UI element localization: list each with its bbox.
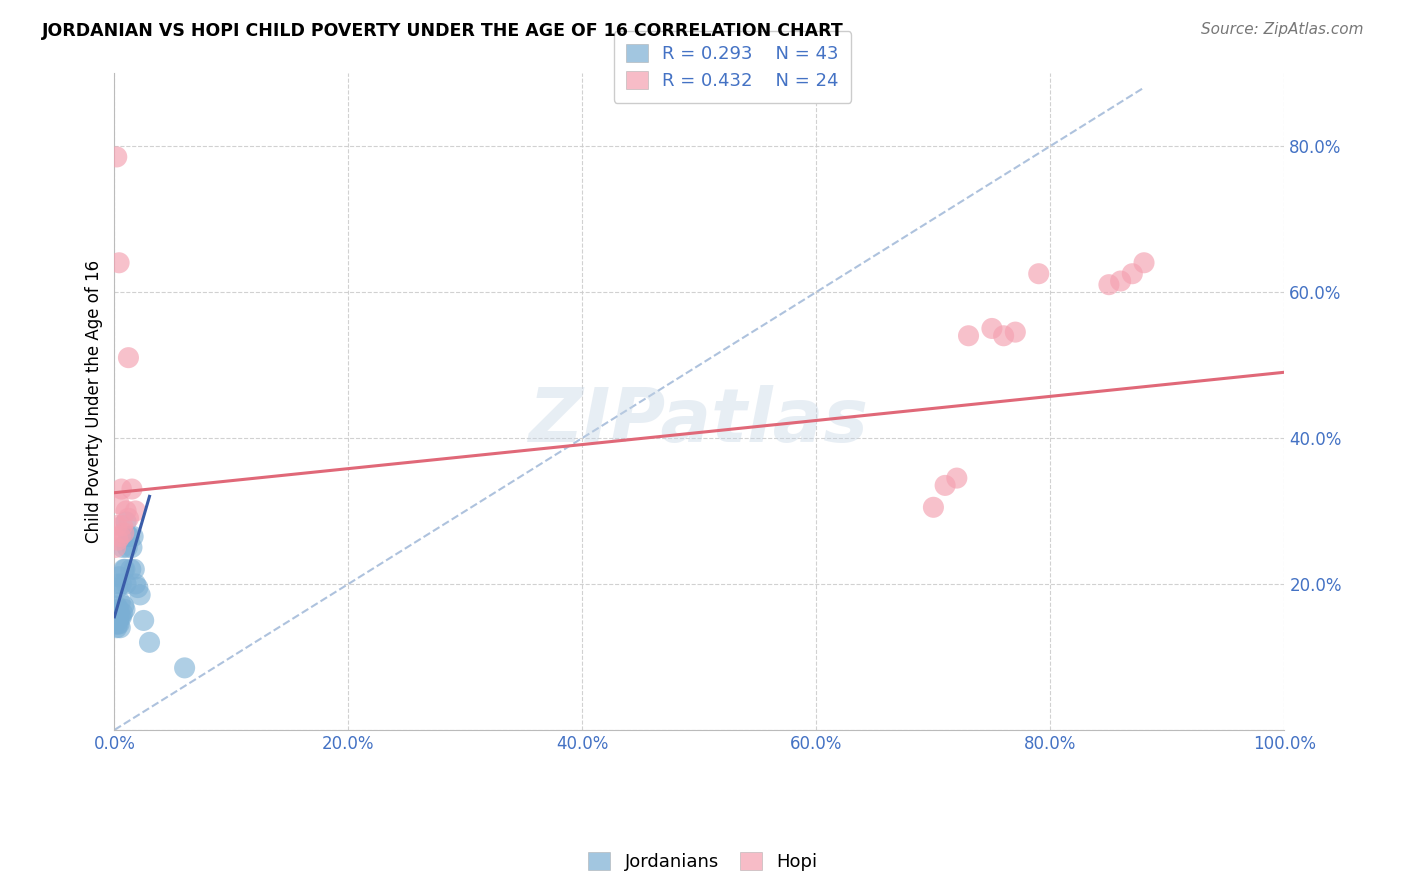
Point	[110, 595, 132, 609]
Point	[110, 609, 132, 624]
Point	[105, 518, 128, 533]
Text: Source: ZipAtlas.com: Source: ZipAtlas.com	[1201, 22, 1364, 37]
Point	[107, 581, 129, 595]
Point	[117, 529, 139, 543]
Point	[104, 609, 127, 624]
Point	[129, 588, 152, 602]
Point	[104, 617, 127, 632]
Point	[104, 606, 127, 620]
Point	[946, 471, 969, 485]
Point	[127, 581, 149, 595]
Point	[124, 504, 146, 518]
Point	[107, 617, 129, 632]
Point	[105, 150, 128, 164]
Point	[111, 518, 134, 533]
Point	[121, 541, 143, 555]
Point	[107, 614, 129, 628]
Point	[173, 661, 195, 675]
Point	[110, 529, 132, 543]
Point	[108, 497, 131, 511]
Point	[1028, 267, 1050, 281]
Point	[105, 609, 128, 624]
Point	[957, 328, 980, 343]
Point	[111, 606, 134, 620]
Point	[110, 482, 132, 496]
Point	[112, 562, 135, 576]
Point	[122, 529, 145, 543]
Point	[107, 609, 129, 624]
Point	[1121, 267, 1143, 281]
Point	[1109, 274, 1132, 288]
Point	[132, 614, 155, 628]
Point	[110, 609, 132, 624]
Point	[980, 321, 1002, 335]
Text: ZIPatlas: ZIPatlas	[530, 384, 869, 458]
Point	[118, 529, 141, 543]
Point	[108, 609, 131, 624]
Point	[120, 562, 142, 576]
Y-axis label: Child Poverty Under the Age of 16: Child Poverty Under the Age of 16	[86, 260, 103, 543]
Point	[108, 602, 131, 616]
Point	[114, 562, 136, 576]
Point	[104, 541, 127, 555]
Point	[138, 635, 160, 649]
Point	[105, 621, 128, 635]
Point	[124, 577, 146, 591]
Point	[110, 621, 132, 635]
Point	[124, 562, 146, 576]
Point	[112, 525, 135, 540]
Point	[1004, 325, 1026, 339]
Text: JORDANIAN VS HOPI CHILD POVERTY UNDER THE AGE OF 16 CORRELATION CHART: JORDANIAN VS HOPI CHILD POVERTY UNDER TH…	[42, 22, 844, 40]
Point	[117, 511, 139, 525]
Point	[112, 599, 135, 613]
Point	[115, 577, 138, 591]
Point	[105, 614, 128, 628]
Point	[1133, 256, 1156, 270]
Point	[1098, 277, 1121, 292]
Point	[117, 351, 139, 365]
Point	[110, 577, 132, 591]
Point	[107, 533, 129, 548]
Point	[105, 606, 128, 620]
Point	[993, 328, 1015, 343]
Point	[115, 515, 138, 529]
Point	[922, 500, 945, 515]
Point	[934, 478, 956, 492]
Point	[108, 569, 131, 583]
Point	[108, 256, 131, 270]
Point	[114, 602, 136, 616]
Point	[105, 599, 128, 613]
Point	[107, 577, 129, 591]
Point	[111, 541, 134, 555]
Point	[115, 504, 138, 518]
Point	[108, 617, 131, 632]
Point	[117, 541, 139, 555]
Legend: Jordanians, Hopi: Jordanians, Hopi	[581, 845, 825, 879]
Point	[121, 482, 143, 496]
